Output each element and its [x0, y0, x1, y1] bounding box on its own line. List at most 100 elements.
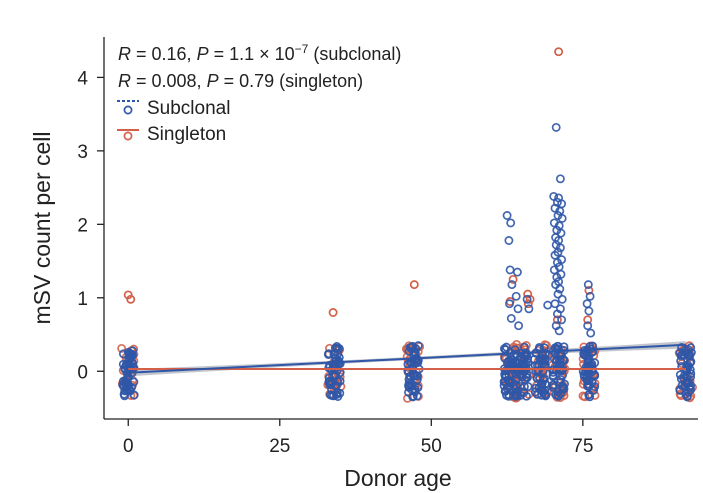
subclonal-point	[502, 390, 511, 400]
y-tick-label-1: 1	[77, 289, 88, 310]
singleton-point	[583, 315, 593, 325]
y-tick-label-0: 0	[77, 362, 88, 383]
subclonal-point	[529, 354, 539, 364]
subclonal-point	[332, 387, 342, 397]
legend-singleton-label: Singleton	[147, 124, 226, 145]
singleton-point	[328, 308, 338, 317]
subclonal-point	[585, 362, 595, 371]
singleton-point	[523, 299, 533, 309]
subclonal-point	[543, 300, 553, 310]
subclonal-point	[532, 373, 542, 383]
subclonal-point	[128, 346, 138, 356]
legend-subclonal-label: Subclonal	[147, 98, 230, 119]
singleton-point	[409, 280, 419, 290]
subclonal-point	[127, 357, 137, 367]
subclonal-point	[586, 328, 596, 338]
subclonal-point	[127, 382, 137, 392]
subclonal-point	[404, 378, 414, 388]
subclonal-point	[549, 354, 559, 364]
subclonal-point	[502, 211, 512, 220]
subclonal-point	[583, 280, 593, 290]
subclonal-point	[556, 228, 566, 238]
subclonal-point	[412, 371, 422, 381]
subclonal-regression-line	[128, 343, 686, 374]
subclonal-point	[506, 313, 516, 323]
singleton-point	[552, 315, 562, 325]
y-tick-label-4: 4	[77, 68, 88, 89]
subclonal-point	[505, 265, 515, 275]
subclonal-point	[333, 376, 342, 386]
subclonal-point	[683, 360, 693, 370]
subclonal-point	[522, 350, 532, 360]
subclonal-point	[550, 299, 560, 309]
legend-singleton-marker	[123, 131, 133, 141]
singleton-point	[525, 294, 535, 304]
subclonal-point	[560, 379, 569, 389]
subclonal-point	[511, 390, 521, 400]
subclonal-point	[514, 321, 524, 331]
subclonal-point	[512, 369, 522, 379]
x-tick-label-25: 25	[269, 436, 290, 457]
x-tick-label-0: 0	[123, 436, 134, 457]
plot-area	[117, 47, 697, 403]
subclonal-point	[511, 291, 521, 301]
subclonal-point	[554, 356, 564, 366]
subclonal-point	[682, 392, 692, 402]
subclonal-point	[553, 289, 563, 299]
x-tick-label-50: 50	[421, 436, 442, 457]
subclonal-point	[675, 348, 685, 358]
subclonal-point	[554, 326, 564, 336]
y-tick-label-2: 2	[77, 215, 88, 236]
y-axis-title: mSV count per cell	[29, 131, 55, 324]
subclonal-point	[505, 299, 514, 309]
singleton-point	[403, 393, 412, 403]
subclonal-point	[411, 344, 421, 354]
singleton-point	[508, 274, 518, 284]
subclonal-point	[548, 372, 558, 382]
subclonal-point	[558, 384, 568, 394]
subclonal-point	[513, 304, 523, 314]
subclonal-point	[524, 304, 534, 314]
y-tick-label-3: 3	[77, 142, 88, 163]
subclonal-point	[412, 391, 422, 401]
subclonal-point	[555, 243, 565, 253]
subclonal-point	[512, 267, 522, 277]
subclonal-point	[512, 358, 522, 368]
subclonal-point	[333, 356, 343, 366]
singleton-point	[584, 285, 594, 295]
subclonal-point	[683, 344, 693, 354]
subclonal-point	[548, 383, 558, 392]
axes: 0 25 50 75 0 1 2 3 4 Donor age mSV count per cell	[29, 37, 698, 491]
singleton-point	[117, 343, 127, 353]
subclonal-point	[405, 343, 415, 353]
subclonal-point	[557, 213, 567, 223]
subclonal-point	[408, 369, 418, 379]
subclonal-point	[128, 362, 138, 372]
singleton-point	[123, 290, 133, 300]
subclonal-point	[522, 369, 532, 379]
singleton-point	[523, 289, 533, 299]
x-tick-label-75: 75	[572, 436, 593, 457]
subclonal-point	[677, 350, 687, 360]
subclonal-point	[534, 383, 544, 393]
stats-subclonal: R = 0.16, P = 1.1 × 10−7 (subclonal)	[118, 42, 401, 64]
subclonal-point	[505, 378, 514, 388]
subclonal-point	[334, 343, 344, 353]
x-axis-title: Donor age	[344, 465, 451, 491]
subclonal-point	[680, 370, 690, 380]
subclonal-point	[584, 381, 594, 391]
subclonal-point	[584, 390, 594, 399]
subclonal-point	[675, 370, 685, 380]
subclonal-point	[507, 280, 517, 290]
subclonal-point	[504, 236, 514, 245]
subclonal-point	[522, 373, 532, 383]
subclonal-point	[557, 294, 567, 304]
subclonal-point	[413, 383, 423, 393]
subclonal-point	[520, 375, 530, 384]
subclonal-point	[118, 376, 128, 386]
subclonal-point	[118, 349, 128, 359]
legend-subclonal-marker	[123, 105, 133, 115]
subclonal-point	[582, 299, 592, 309]
subclonal-point	[585, 291, 595, 301]
